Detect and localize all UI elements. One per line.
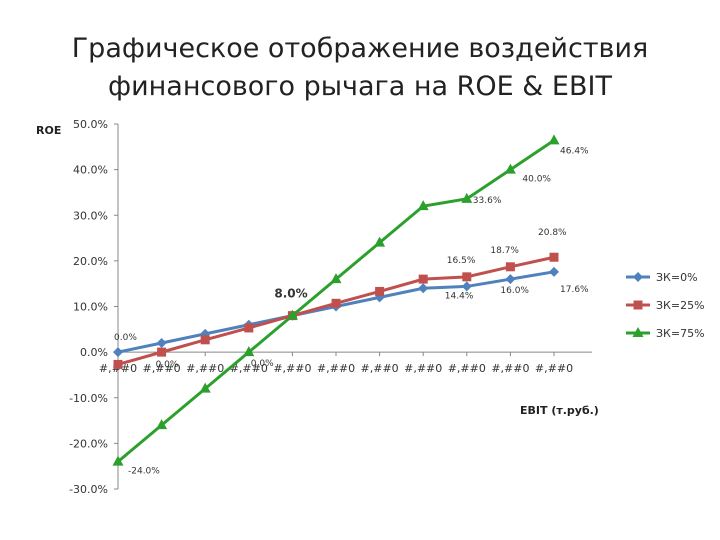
- series-3: [112, 134, 560, 466]
- data-point: [286, 309, 298, 320]
- data-point: [505, 262, 515, 272]
- data-point: [375, 286, 385, 296]
- data-point: [156, 338, 167, 348]
- data-point: [243, 346, 255, 357]
- legend-marker: [633, 272, 643, 282]
- data-point: [244, 323, 254, 333]
- data-label: 20.8%: [538, 228, 567, 238]
- data-point: [461, 192, 473, 203]
- data-label: 33.6%: [473, 196, 502, 206]
- data-label: -24.0%: [128, 467, 160, 477]
- data-label: 0.0%: [251, 359, 274, 369]
- x-tick-label: #,##0: [143, 362, 181, 375]
- x-tick-label: #,##0: [361, 362, 399, 375]
- data-point: [461, 281, 472, 292]
- legend-label: ЗК=75%: [656, 327, 705, 340]
- data-label: 0.0%: [114, 333, 137, 343]
- data-point: [112, 455, 124, 466]
- legend-label: ЗК=0%: [656, 271, 698, 284]
- x-tick-label: #,##0: [186, 362, 224, 375]
- y-tick-label: -30.0%: [69, 483, 108, 496]
- data-label: 18.7%: [490, 246, 519, 256]
- data-point: [330, 273, 342, 284]
- y-tick-label: 30.0%: [73, 209, 108, 222]
- x-tick-label: #,##0: [404, 362, 442, 375]
- data-point: [157, 347, 167, 357]
- y-tick-label: 40.0%: [73, 164, 108, 177]
- x-axis-label: EBIT (т.руб.): [520, 404, 599, 417]
- legend: ЗК=0% ЗК=25% ЗК=75%: [626, 271, 705, 340]
- axes: [114, 123, 592, 490]
- data-point: [374, 236, 386, 247]
- y-tick-labels: 50.0% 40.0% 30.0% 20.0% 10.0% 0.0% -10.0% -20.0…: [69, 118, 108, 496]
- data-label: 16.0%: [500, 286, 529, 296]
- data-point: [417, 200, 429, 211]
- data-point: [549, 252, 559, 262]
- x-tick-label: #,##0: [491, 362, 529, 375]
- data-point: [156, 419, 168, 430]
- data-label: 14.4%: [445, 291, 474, 301]
- y-tick-label: -10.0%: [69, 392, 108, 405]
- data-label: 16.5%: [447, 256, 476, 266]
- data-label: 46.4%: [560, 146, 589, 156]
- legend-item-2: ЗК=25%: [626, 299, 705, 312]
- data-label: 0.0%: [156, 360, 179, 370]
- data-label: 17.6%: [560, 285, 589, 295]
- data-point: [418, 283, 429, 294]
- data-label: 40.0%: [522, 175, 551, 185]
- data-point: [331, 298, 341, 308]
- y-tick-label: 10.0%: [73, 301, 108, 314]
- data-point: [113, 359, 123, 369]
- data-label: 8.0%: [274, 287, 307, 301]
- y-tick-label: -20.0%: [69, 437, 108, 450]
- data-point: [549, 266, 559, 277]
- y-axis-label: ROE: [36, 124, 61, 137]
- series-group: [112, 134, 560, 466]
- data-labels: 0.0% 0.0% 0.0% 8.0% 14.4% 16.5% 16.0% 18.7% 17.6…: [114, 146, 589, 476]
- data-point: [200, 335, 210, 345]
- y-tick-label: 50.0%: [73, 118, 108, 131]
- x-tick-label: #,##0: [230, 362, 268, 375]
- title-line-2: финансового рычага на ROE & EBIT: [108, 71, 612, 102]
- x-tick-labels: #,##0 #,##0 #,##0 #,##0 #,##0 #,##0 #,##0 #,##0…: [99, 362, 573, 375]
- series-line: [117, 270, 555, 354]
- data-point: [548, 134, 560, 145]
- x-tick-label: #,##0: [535, 362, 573, 375]
- legend-marker: [632, 327, 644, 337]
- y-tick-label: 0.0%: [80, 346, 108, 359]
- data-point: [113, 347, 123, 358]
- x-tick-label: #,##0: [317, 362, 355, 375]
- x-tick-label: #,##0: [273, 362, 311, 375]
- data-point: [505, 274, 516, 285]
- data-point: [199, 382, 211, 393]
- legend-item-1: ЗК=0%: [626, 271, 698, 284]
- data-point: [504, 163, 516, 174]
- data-point: [418, 274, 428, 284]
- legend-marker: [633, 300, 643, 310]
- x-tick-label: #,##0: [448, 362, 486, 375]
- slide-title: Графическое отображение воздействия фина…: [0, 30, 720, 106]
- y-tick-label: 20.0%: [73, 255, 108, 268]
- title-line-1: Графическое отображение воздействия: [71, 33, 649, 64]
- legend-item-3: ЗК=75%: [626, 327, 705, 340]
- data-point: [462, 272, 472, 282]
- legend-label: ЗК=25%: [656, 299, 705, 312]
- series-2: [113, 252, 559, 369]
